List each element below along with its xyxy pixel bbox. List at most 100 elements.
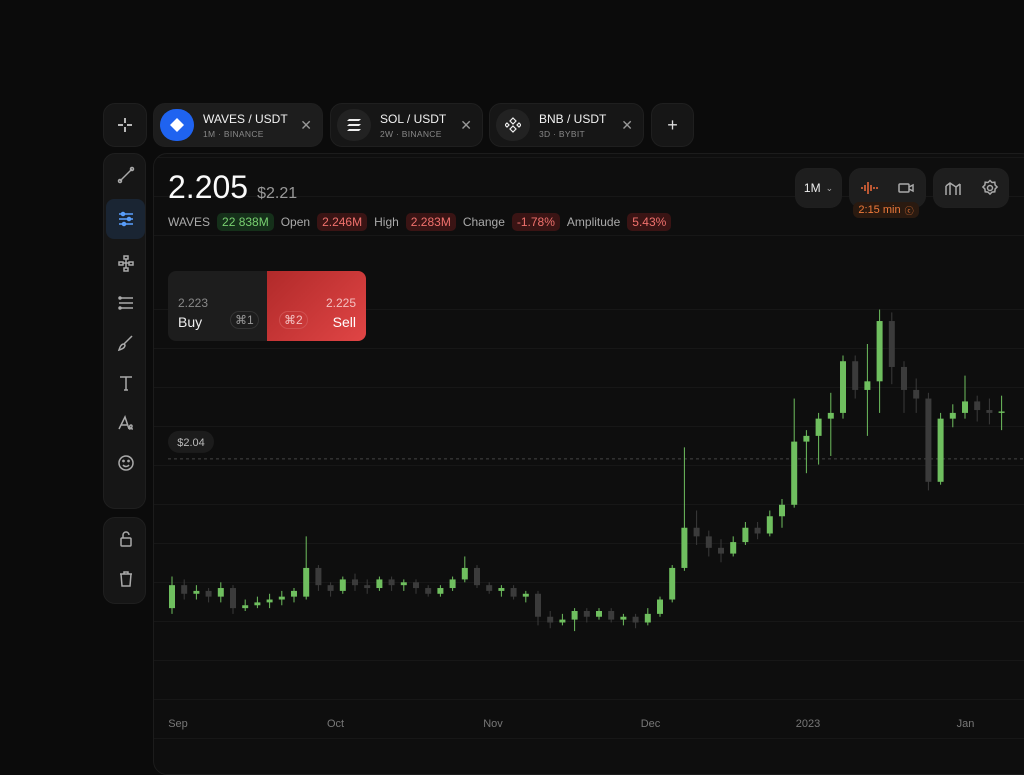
candle-body xyxy=(681,527,688,568)
tab-icon xyxy=(496,109,530,141)
candle-body xyxy=(291,590,297,597)
stats-row: WAVES 22 838M Open 2.246M High 2.283M Chan… xyxy=(168,213,672,231)
candle-body xyxy=(974,401,981,411)
candle-body xyxy=(937,418,944,482)
pattern-tool[interactable] xyxy=(104,243,147,283)
candle-body xyxy=(962,401,968,413)
emoji-tool[interactable] xyxy=(104,443,147,483)
candle-body xyxy=(461,567,468,580)
candle-body xyxy=(571,611,578,620)
candle-body xyxy=(876,321,883,382)
candle-body xyxy=(437,588,444,594)
tool-panel xyxy=(103,153,146,509)
filter-tool[interactable] xyxy=(106,199,145,239)
candle-body xyxy=(327,585,334,591)
candle-body xyxy=(730,542,737,554)
candle-body xyxy=(998,411,1005,413)
video-button[interactable] xyxy=(896,178,916,198)
tab-detail: 2W · BINANCE xyxy=(380,128,442,139)
stat-label: Open xyxy=(280,215,311,229)
candle-body xyxy=(693,527,700,537)
candle-body xyxy=(486,585,493,591)
candle-body xyxy=(242,605,249,609)
candle-body xyxy=(644,613,651,623)
price-line-label: $2.04 xyxy=(177,437,205,449)
x-axis-label: 2023 xyxy=(796,718,820,730)
text-tool[interactable] xyxy=(104,363,147,403)
buy-button[interactable]: 2.223 Buy ⌘1 xyxy=(168,271,267,341)
candle-body xyxy=(596,611,602,617)
candle-body xyxy=(864,381,871,390)
candle-body xyxy=(669,567,676,600)
settings-button[interactable] xyxy=(980,178,1000,198)
chart-settings xyxy=(933,168,1009,208)
candle-body xyxy=(510,588,517,597)
close-tab[interactable]: ✕ xyxy=(621,116,633,133)
price-header: 2.205 $2.21 xyxy=(168,169,297,206)
x-axis-label: Sep xyxy=(168,718,188,730)
x-axis-label: Nov xyxy=(483,718,503,730)
brush-tool[interactable] xyxy=(104,323,147,363)
interval: 1M xyxy=(803,181,821,195)
candle-body xyxy=(266,599,273,603)
candle-body xyxy=(815,418,822,436)
close-tab[interactable]: ✕ xyxy=(300,116,312,133)
sell-price: 2.225 xyxy=(325,296,356,310)
candle-body xyxy=(803,435,810,442)
sell-button[interactable]: 2.225 Sell ⌘2 xyxy=(267,271,366,341)
stat-value: 5.43% xyxy=(627,213,672,231)
candle-body xyxy=(888,321,895,367)
candle-body xyxy=(339,579,346,591)
candle-body xyxy=(388,579,395,586)
font-tool[interactable] xyxy=(104,403,147,443)
x-axis-label: Dec xyxy=(641,718,661,730)
lock-tool[interactable] xyxy=(104,519,147,559)
candle-body xyxy=(583,611,590,617)
fib-tool[interactable] xyxy=(104,283,147,323)
candle-body xyxy=(254,602,261,606)
stat-label: Amplitude xyxy=(566,215,621,229)
stat-label: Change xyxy=(462,215,505,229)
delete-tool[interactable] xyxy=(104,559,147,599)
stat-value: 2.283M xyxy=(405,213,456,231)
candle-body xyxy=(474,567,480,586)
candle-body xyxy=(498,588,505,591)
candle-body xyxy=(632,616,639,623)
close-tab[interactable]: ✕ xyxy=(460,116,472,133)
line-tool[interactable] xyxy=(104,155,147,195)
candle-body xyxy=(400,582,407,586)
interval-select[interactable]: 1M ⌄ xyxy=(795,168,842,208)
media-controls xyxy=(849,168,926,208)
crosshair-button[interactable] xyxy=(103,103,147,147)
tab-symbol: WAVES / USDT xyxy=(203,111,288,126)
indicators-button[interactable] xyxy=(943,178,963,198)
stat-value: 2.246M xyxy=(317,213,368,231)
candle-body xyxy=(608,611,615,620)
candle-body xyxy=(718,547,724,554)
audio-button[interactable] xyxy=(859,178,879,198)
candle-body xyxy=(742,527,749,543)
candle-body xyxy=(278,596,285,600)
candle-body xyxy=(852,361,859,390)
tab-sol[interactable]: SOL / USDT 2W · BINANCE ✕ xyxy=(330,103,483,147)
tab-symbol: SOL / USDT xyxy=(380,111,447,126)
candle-body xyxy=(352,579,358,586)
timer-badge: 2:15 min ⓒ xyxy=(853,202,919,218)
candle-body xyxy=(449,579,456,589)
candle-body xyxy=(779,504,785,517)
tab-detail: 3D · BYBIT xyxy=(539,128,585,139)
candle-body xyxy=(791,441,798,505)
add-tab[interactable]: + xyxy=(651,103,694,147)
tab-waves[interactable]: WAVES / USDT 1M · BINANCE ✕ xyxy=(153,103,323,147)
tab-bnb[interactable]: BNB / USDT 3D · BYBIT ✕ xyxy=(489,103,644,147)
candle-body xyxy=(315,567,322,586)
last-price: 2.205 xyxy=(168,169,249,205)
candle-body xyxy=(376,579,383,589)
sell-shortcut: ⌘2 xyxy=(279,311,308,329)
candle-body xyxy=(169,585,175,609)
candle-body xyxy=(413,582,419,589)
candle-body xyxy=(913,389,920,399)
candle-body xyxy=(230,588,236,609)
candle-body xyxy=(535,593,541,617)
